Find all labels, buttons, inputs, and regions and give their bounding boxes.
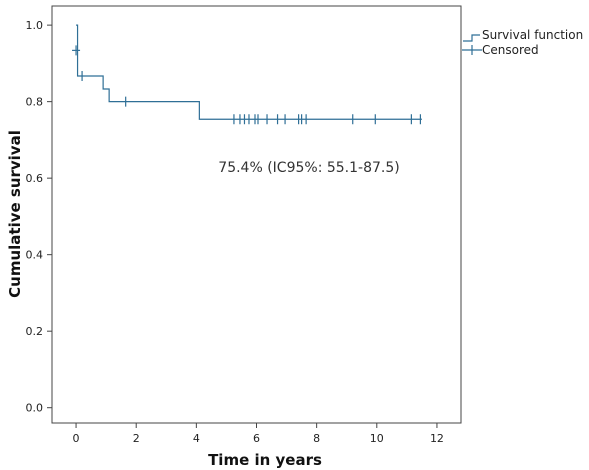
x-tick-label: 0 bbox=[73, 432, 80, 445]
y-tick-label: 0.8 bbox=[26, 96, 44, 109]
series-layer bbox=[72, 24, 422, 125]
legend-censored-label: Censored bbox=[482, 43, 539, 57]
x-tick-label: 12 bbox=[430, 432, 444, 445]
plot-area bbox=[51, 5, 462, 424]
x-tick-label: 2 bbox=[133, 432, 140, 445]
x-axis: 0 2 4 6 8 10 12 bbox=[73, 423, 444, 445]
x-tick-label: 8 bbox=[313, 432, 320, 445]
y-tick-label: 0.2 bbox=[26, 325, 44, 338]
x-tick-label: 4 bbox=[193, 432, 200, 445]
x-tick-label: 6 bbox=[253, 432, 260, 445]
y-tick-label: 0.4 bbox=[26, 249, 44, 262]
y-axis-title: Cumulative survival bbox=[6, 130, 24, 298]
legend-survival-label: Survival function bbox=[482, 28, 583, 42]
y-axis: 0.0 0.2 0.4 0.6 0.8 1.0 bbox=[26, 19, 52, 415]
y-tick-label: 0.0 bbox=[26, 402, 44, 415]
legend-survival-swatch bbox=[463, 34, 480, 42]
x-tick-label: 10 bbox=[370, 432, 384, 445]
annotation-text: 75.4% (IC95%: 55.1-87.5) bbox=[218, 160, 399, 176]
y-tick-label: 0.6 bbox=[26, 172, 44, 185]
legend: Survival function Censored bbox=[462, 28, 583, 57]
legend-censored-swatch bbox=[462, 45, 482, 55]
survival-step-line bbox=[76, 24, 422, 120]
y-tick-label: 1.0 bbox=[26, 19, 44, 32]
x-axis-title: Time in years bbox=[208, 451, 322, 469]
